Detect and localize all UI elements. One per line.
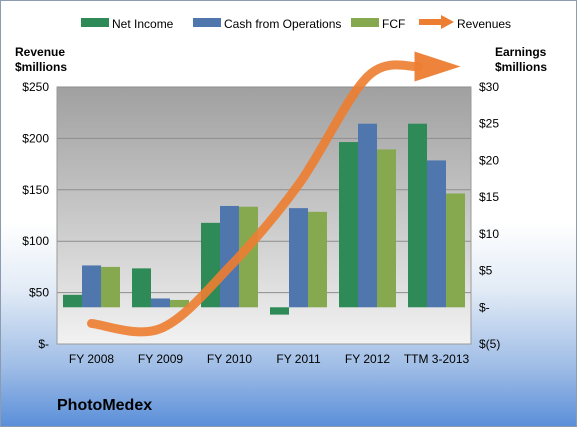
bar-cash-from-operations-fy-2010 <box>220 205 239 308</box>
bar-cash-from-operations-fy-2009 <box>151 298 170 308</box>
right-tick-label: $20 <box>479 153 499 167</box>
bar-fcf-fy-2012 <box>377 149 396 308</box>
bar-cash-from-operations-fy-2008 <box>82 265 101 308</box>
bar-net-income-fy-2008 <box>63 294 82 308</box>
right-tick-label: $- <box>479 300 490 314</box>
left-axis-title: Revenue $millions <box>15 45 67 75</box>
x-tick-label: FY 2012 <box>345 352 390 366</box>
left-tick-label: $- <box>38 337 49 351</box>
point-revenues-ttm-3-2013 <box>436 66 437 67</box>
right-tick-label: $30 <box>479 80 499 94</box>
right-tick-label: $25 <box>479 117 499 131</box>
right-tick-label: $15 <box>479 190 499 204</box>
left-tick-label: $250 <box>22 80 49 94</box>
point-revenues-fy-2009 <box>160 328 161 329</box>
point-revenues-fy-2010 <box>229 266 230 267</box>
bar-cash-from-operations-fy-2012 <box>358 123 377 308</box>
bar-cash-from-operations-fy-2011 <box>289 208 308 308</box>
point-revenues-fy-2012 <box>367 76 368 77</box>
right-tick-label: $(5) <box>479 337 500 351</box>
legend-arrow-revenues <box>419 15 454 29</box>
bar-fcf-fy-2010 <box>239 206 258 308</box>
point-revenues-fy-2011 <box>298 184 299 185</box>
legend-label-fcf: FCF <box>382 17 406 31</box>
company-name: PhotoMedex <box>57 397 153 414</box>
revenues-arrow-head <box>414 51 461 82</box>
plot-area <box>56 86 472 345</box>
line-revenues <box>87 60 423 337</box>
legend-swatch-fcf <box>351 18 379 27</box>
bar-fcf-ttm-3-2013 <box>446 193 465 308</box>
left-axis-title-line1: Revenue <box>15 45 66 59</box>
right-axis-title-line2: $millions <box>495 60 548 74</box>
legend-swatch-cash-from-operations <box>193 18 221 27</box>
right-tick-label: $10 <box>479 227 499 241</box>
x-tick-label: FY 2011 <box>276 352 321 366</box>
legend-label-net-income: Net Income <box>112 17 174 31</box>
left-tick-label: $50 <box>29 286 49 300</box>
bar-fcf-fy-2011 <box>308 211 327 308</box>
left-tick-label: $150 <box>22 183 49 197</box>
legend-label-cash-from-operations: Cash from Operations <box>224 17 342 31</box>
bar-fcf-fy-2008 <box>101 266 120 308</box>
x-tick-label: FY 2009 <box>138 352 183 366</box>
x-tick-label: TTM 3-2013 <box>404 352 470 366</box>
x-tick-label: FY 2010 <box>207 352 252 366</box>
right-axis-title: Earnings $millions <box>495 45 547 75</box>
left-tick-label: $200 <box>22 131 49 145</box>
bar-fcf-fy-2009 <box>170 299 189 308</box>
left-axis-title-line2: $millions <box>15 60 68 74</box>
x-tick-label: FY 2008 <box>69 352 114 366</box>
bar-cash-from-operations-ttm-3-2013 <box>427 160 446 308</box>
legend-label-revenues: Revenues <box>457 17 512 31</box>
right-axis-title-line1: Earnings <box>495 45 547 59</box>
left-tick-label: $100 <box>22 234 49 248</box>
bar-net-income-fy-2011 <box>270 307 289 315</box>
legend-swatch-net-income <box>81 18 109 27</box>
right-tick-label: $5 <box>479 264 493 278</box>
bar-net-income-ttm-3-2013 <box>408 123 427 308</box>
bar-net-income-fy-2009 <box>132 268 151 308</box>
point-revenues-fy-2008 <box>91 323 92 324</box>
bar-net-income-fy-2012 <box>339 142 358 308</box>
